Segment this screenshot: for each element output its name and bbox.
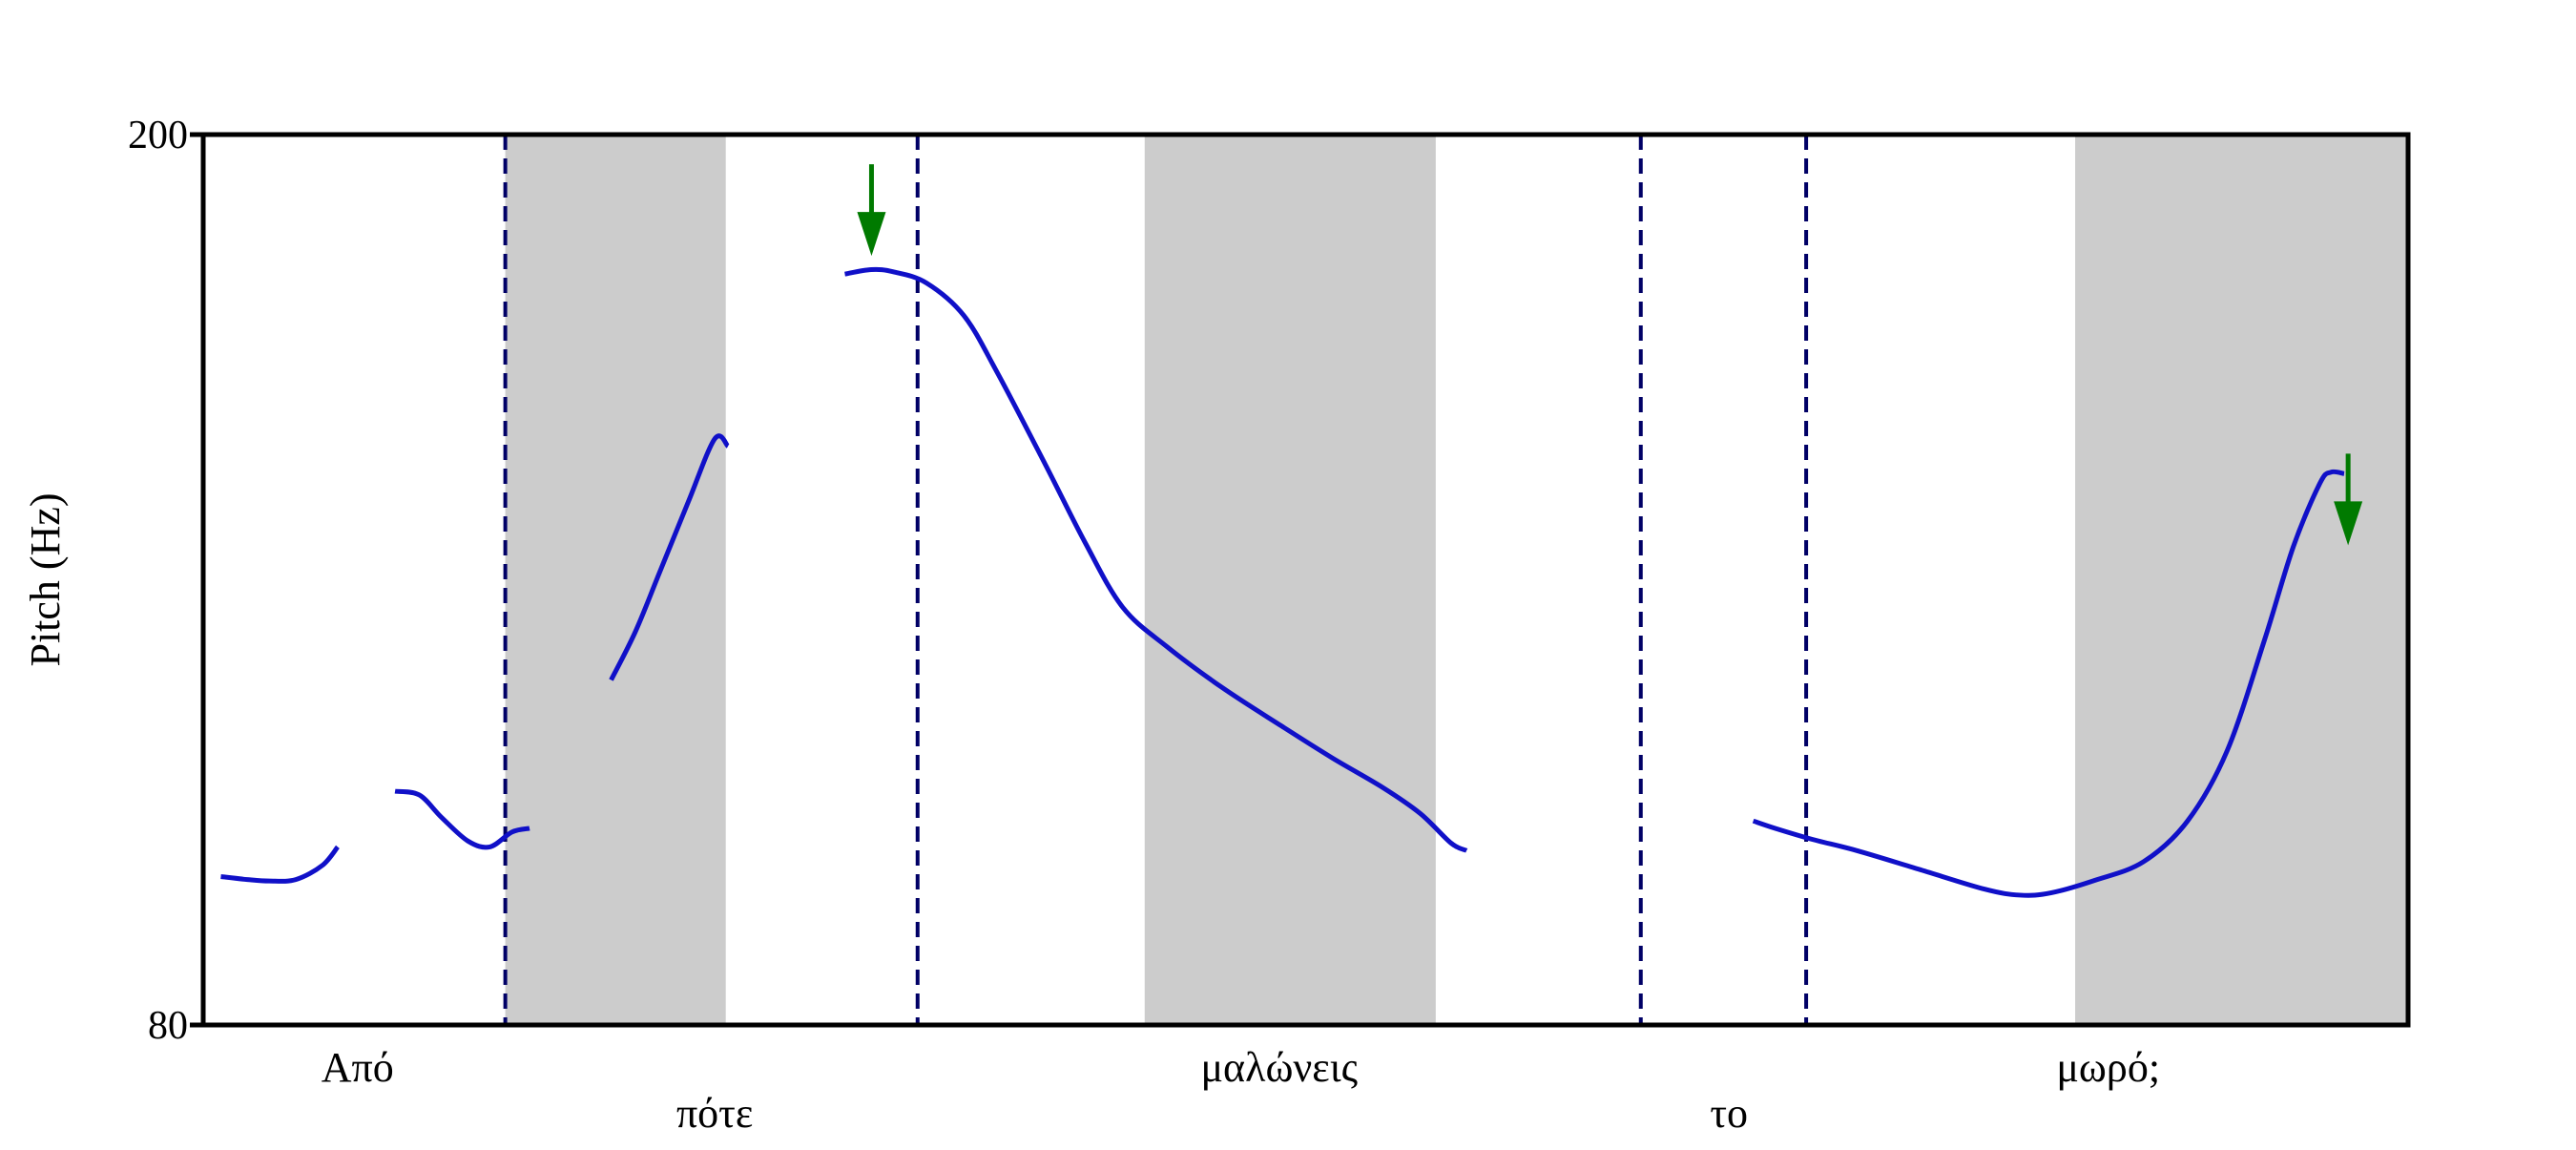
plot-frame [200, 132, 2411, 1028]
pitch-contour-segment-3 [609, 433, 730, 681]
stressed-syllable-shading-layer [505, 135, 2408, 1025]
word-labels: Από πότε μαλώνεις το μωρό; [322, 1044, 2160, 1137]
word-label-2: πότε [676, 1090, 753, 1137]
y-tick-label-max: 200 [128, 114, 188, 157]
pitch-contour-segment-1 [220, 845, 340, 884]
arrow-head [857, 212, 886, 257]
word-label-4: το [1710, 1090, 1748, 1137]
pitch-contour-segment-5 [1752, 469, 2345, 898]
word-boundary-layer [503, 135, 1809, 1025]
stressed-syllable-shade-1 [505, 135, 726, 1025]
pitch-contour-segment-2 [394, 788, 530, 850]
stressed-syllable-shade-3 [2075, 135, 2408, 1025]
word-label-1: Από [322, 1044, 394, 1091]
pitch-contour-layer [220, 266, 2345, 898]
down-arrow-icon-1 [857, 164, 886, 257]
down-arrow-icon-2 [2334, 453, 2363, 546]
pitch-contour-segment-4 [844, 266, 1468, 853]
word-label-3: μαλώνεις [1200, 1044, 1358, 1091]
y-axis-ticks [190, 132, 203, 1028]
arrow-layer [857, 164, 2363, 546]
y-axis-label: Pitch (Hz) [22, 492, 69, 666]
y-tick-label-min: 80 [148, 1004, 188, 1048]
stressed-syllable-shade-2 [1144, 135, 1436, 1025]
arrow-head [2334, 501, 2363, 546]
word-label-5: μωρό; [2056, 1044, 2160, 1091]
